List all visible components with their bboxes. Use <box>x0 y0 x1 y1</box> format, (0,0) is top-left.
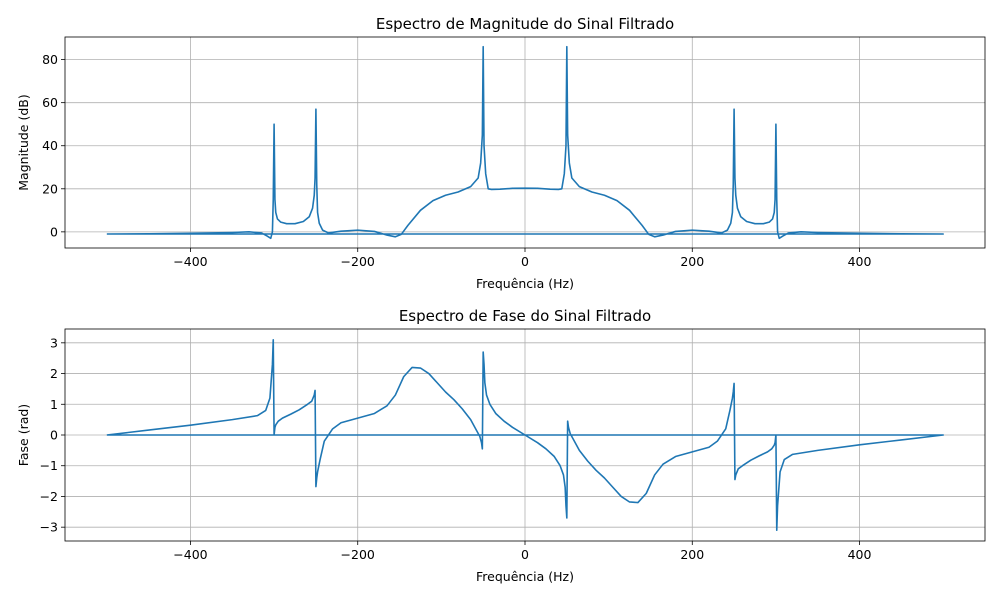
x-tick-label: −200 <box>341 547 375 562</box>
y-axis-ticks: 0 20 40 60 80 <box>42 52 65 239</box>
x-tick-label: 400 <box>848 547 872 562</box>
y-tick-label: 40 <box>42 138 58 153</box>
y-axis-ticks: −3 −2 −1 0 1 2 3 <box>40 335 65 535</box>
chart-title: Espectro de Fase do Sinal Filtrado <box>399 307 651 325</box>
x-tick-label: −400 <box>173 254 207 269</box>
x-tick-label: 400 <box>848 254 872 269</box>
y-tick-label: 20 <box>42 181 58 196</box>
chart-title: Espectro de Magnitude do Sinal Filtrado <box>376 15 674 33</box>
x-axis-label: Frequência (Hz) <box>476 569 574 584</box>
y-tick-label: 80 <box>42 52 58 67</box>
y-tick-label: −2 <box>40 489 58 504</box>
y-tick-label: −3 <box>40 520 58 535</box>
y-tick-label: 60 <box>42 95 58 110</box>
y-tick-label: −1 <box>40 458 58 473</box>
x-axis-ticks: −400 −200 0 200 400 <box>173 541 872 562</box>
magnitude-series-line <box>106 45 944 240</box>
phase-series-line <box>106 338 944 532</box>
x-tick-label: −200 <box>341 254 375 269</box>
x-tick-label: 200 <box>680 547 704 562</box>
x-axis-ticks: −400 −200 0 200 400 <box>173 248 872 269</box>
y-axis-label: Fase (rad) <box>16 404 31 466</box>
grid-lines <box>65 37 985 248</box>
y-axis-label: Magnitude (dB) <box>16 94 31 190</box>
y-tick-label: 0 <box>50 428 58 443</box>
y-tick-label: 3 <box>50 335 58 350</box>
x-axis-label: Frequência (Hz) <box>476 276 574 291</box>
y-tick-label: 1 <box>50 397 58 412</box>
magnitude-spectrum-chart: −400 −200 0 200 400 0 20 40 60 80 Espectro de Ma… <box>16 15 986 291</box>
y-tick-label: 2 <box>50 366 58 381</box>
y-tick-label: 0 <box>50 224 58 239</box>
x-tick-label: 0 <box>521 547 529 562</box>
x-tick-label: 0 <box>521 254 529 269</box>
x-tick-label: −400 <box>173 547 207 562</box>
x-tick-label: 200 <box>680 254 704 269</box>
phase-spectrum-chart: −400 −200 0 200 400 −3 −2 −1 0 1 2 3 Espectro de F… <box>16 307 986 584</box>
